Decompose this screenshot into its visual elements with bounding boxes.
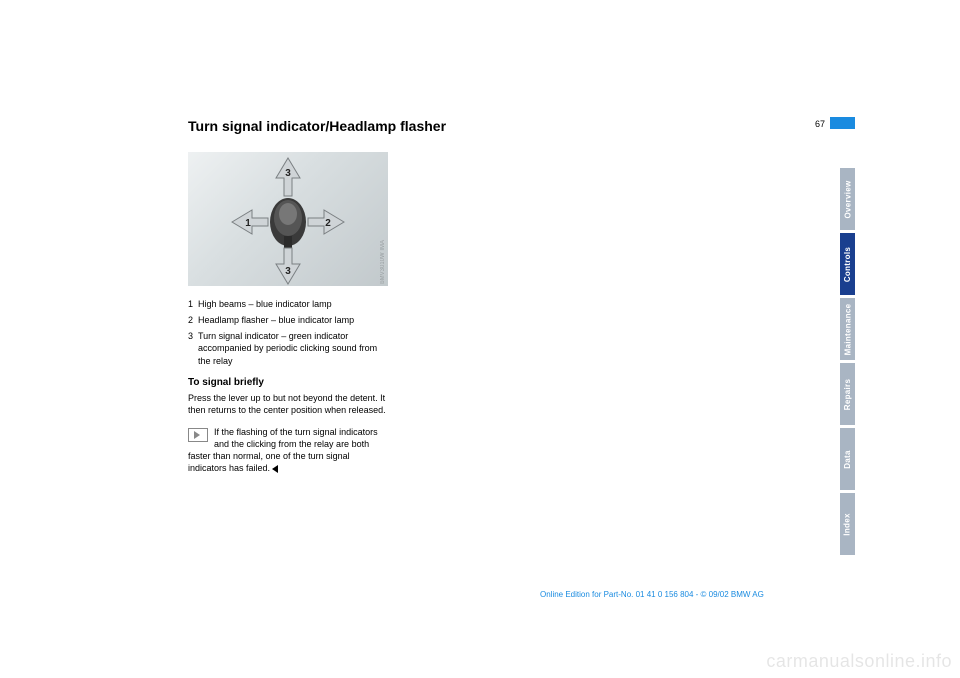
figure-legend: 1 High beams – blue indicator lamp 2 Hea… bbox=[188, 298, 388, 367]
legend-text: Turn signal indicator – green indicator … bbox=[198, 330, 388, 366]
tab-label: Index bbox=[843, 513, 852, 535]
turn-signal-figure: 3 3 1 2 bMV3010W IMA bbox=[188, 152, 388, 286]
note-text: If the flashing of the turn signal indic… bbox=[188, 427, 378, 473]
subheading: To signal briefly bbox=[188, 377, 808, 388]
tab-controls[interactable]: Controls bbox=[840, 233, 855, 295]
note-block: If the flashing of the turn signal indic… bbox=[188, 426, 388, 475]
section-tabs: Overview Controls Maintenance Repairs Da… bbox=[840, 168, 855, 558]
tab-index[interactable]: Index bbox=[840, 493, 855, 555]
tab-label: Data bbox=[843, 450, 852, 469]
lever-diagram: 3 3 1 2 bbox=[188, 152, 388, 286]
page-number: 67 bbox=[815, 119, 825, 129]
page-number-bar bbox=[830, 117, 855, 129]
tab-repairs[interactable]: Repairs bbox=[840, 363, 855, 425]
arrow-label-bottom: 3 bbox=[285, 266, 291, 277]
legend-text: High beams – blue indicator lamp bbox=[198, 298, 332, 310]
figure-credit: bMV3010W IMA bbox=[380, 240, 386, 284]
legend-item: 1 High beams – blue indicator lamp bbox=[188, 298, 388, 310]
legend-text: Headlamp flasher – blue indicator lamp bbox=[198, 314, 354, 326]
legend-num: 1 bbox=[188, 298, 198, 310]
legend-num: 3 bbox=[188, 330, 198, 366]
tab-label: Repairs bbox=[843, 378, 852, 409]
note-icon bbox=[188, 428, 208, 442]
arrow-label-right: 2 bbox=[325, 218, 331, 229]
manual-page: Turn signal indicator/Headlamp flasher 3… bbox=[188, 118, 808, 475]
arrow-label-left: 1 bbox=[245, 218, 251, 229]
tab-label: Controls bbox=[843, 246, 852, 281]
footer-text: Online Edition for Part-No. 01 41 0 156 … bbox=[540, 590, 764, 599]
arrow-label-top: 3 bbox=[285, 168, 291, 179]
tab-overview[interactable]: Overview bbox=[840, 168, 855, 230]
tab-maintenance[interactable]: Maintenance bbox=[840, 298, 855, 360]
tab-label: Maintenance bbox=[843, 303, 852, 355]
legend-num: 2 bbox=[188, 314, 198, 326]
tab-data[interactable]: Data bbox=[840, 428, 855, 490]
watermark-text: carmanualsonline.info bbox=[766, 651, 952, 672]
tab-label: Overview bbox=[843, 180, 852, 218]
legend-item: 3 Turn signal indicator – green indicato… bbox=[188, 330, 388, 366]
legend-item: 2 Headlamp flasher – blue indicator lamp bbox=[188, 314, 388, 326]
end-mark-icon bbox=[272, 465, 278, 473]
body-paragraph: Press the lever up to but not beyond the… bbox=[188, 392, 388, 416]
page-title: Turn signal indicator/Headlamp flasher bbox=[188, 118, 808, 134]
